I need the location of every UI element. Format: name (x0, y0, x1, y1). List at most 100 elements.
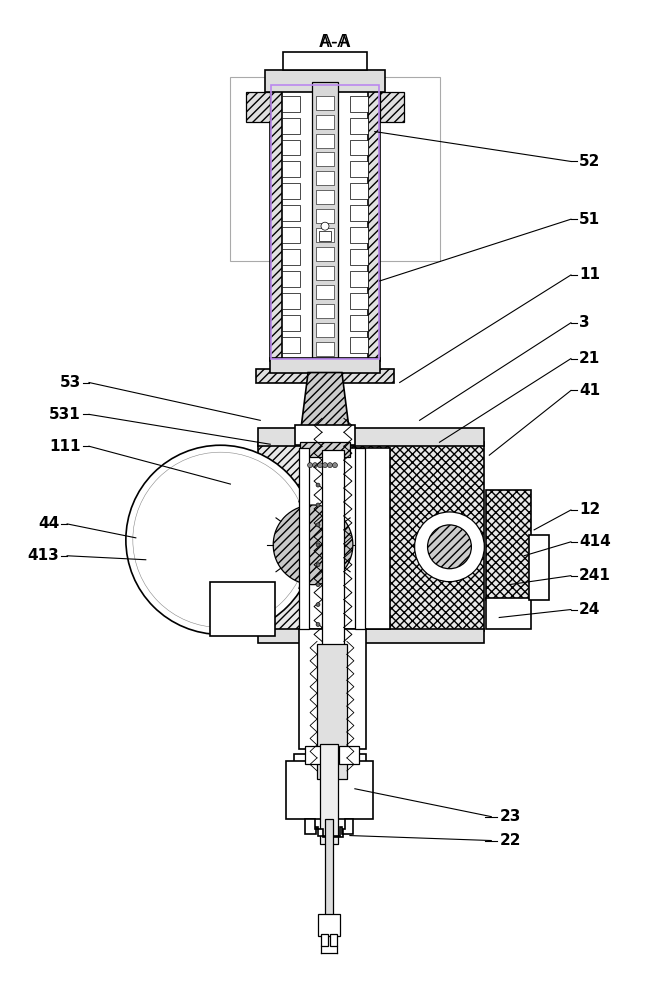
Bar (305, 746, 325, 764)
Bar (300, 442, 350, 457)
Bar (305, 448, 390, 629)
Bar (316, 228, 334, 242)
Circle shape (316, 603, 320, 607)
Bar (316, 323, 334, 337)
Text: 24: 24 (579, 602, 601, 617)
Bar (350, 140, 368, 155)
Bar (265, 70, 385, 92)
Circle shape (273, 505, 353, 585)
Bar (282, 161, 300, 177)
Bar (350, 271, 368, 287)
Text: 413: 413 (27, 548, 59, 563)
Circle shape (322, 463, 328, 468)
Text: A-A: A-A (320, 33, 350, 51)
Bar (486, 490, 531, 600)
Bar (316, 134, 334, 148)
Bar (270, 82, 298, 361)
Bar (299, 448, 309, 629)
Bar (282, 118, 300, 134)
Circle shape (415, 512, 484, 582)
Circle shape (316, 563, 320, 567)
Bar (325, 819, 333, 918)
Bar (317, 644, 347, 779)
Text: 11: 11 (579, 267, 600, 282)
Bar (350, 315, 368, 331)
Bar (330, 934, 337, 946)
Bar (270, 358, 380, 373)
Bar (283, 52, 367, 70)
Bar (350, 96, 368, 112)
Circle shape (321, 222, 329, 230)
Bar (350, 337, 368, 353)
Bar (486, 598, 531, 629)
Bar (355, 448, 365, 629)
Circle shape (307, 463, 313, 468)
Bar (211, 582, 275, 636)
Bar (271, 85, 379, 359)
Polygon shape (294, 739, 366, 764)
Bar (282, 96, 300, 112)
Bar (339, 746, 359, 764)
Bar (258, 442, 355, 631)
Bar (282, 271, 300, 287)
Bar (316, 342, 334, 356)
Bar (282, 140, 300, 155)
Bar (320, 744, 338, 844)
Bar (282, 82, 368, 361)
Circle shape (318, 463, 322, 468)
Bar (316, 209, 334, 223)
Circle shape (328, 463, 332, 468)
Bar (380, 92, 404, 122)
Bar (312, 82, 338, 361)
Bar (299, 629, 366, 749)
Bar (316, 171, 334, 185)
Bar (286, 761, 373, 819)
Bar (319, 231, 331, 241)
Bar (282, 315, 300, 331)
Text: 51: 51 (579, 212, 600, 227)
Bar (282, 227, 300, 243)
Bar (529, 535, 549, 600)
Text: 111: 111 (49, 439, 81, 454)
Bar (282, 293, 300, 309)
Bar (350, 205, 368, 221)
Bar (295, 425, 355, 445)
Bar (316, 115, 334, 129)
Bar (352, 82, 380, 361)
Bar (316, 266, 334, 280)
Bar (282, 205, 300, 221)
Bar (322, 450, 344, 749)
Bar (258, 629, 484, 643)
Text: 12: 12 (579, 502, 600, 517)
Bar (318, 914, 340, 936)
Bar (316, 190, 334, 204)
Bar (350, 249, 368, 265)
Circle shape (313, 463, 318, 468)
Bar (316, 304, 334, 318)
Bar (282, 249, 300, 265)
Bar (350, 118, 368, 134)
Text: 241: 241 (579, 568, 611, 583)
Text: 414: 414 (579, 534, 610, 549)
Bar (258, 428, 484, 446)
Bar (350, 161, 368, 177)
Text: 53: 53 (60, 375, 81, 390)
Circle shape (316, 583, 320, 587)
Bar (316, 152, 334, 166)
Text: 41: 41 (579, 383, 600, 398)
Text: 21: 21 (579, 351, 600, 366)
Bar (316, 285, 334, 299)
Circle shape (316, 622, 320, 626)
Bar (282, 183, 300, 199)
Text: 52: 52 (579, 154, 601, 169)
Circle shape (332, 463, 337, 468)
Bar (350, 183, 368, 199)
Circle shape (126, 445, 315, 634)
Bar (316, 96, 334, 110)
Bar (350, 227, 368, 243)
Bar (246, 92, 270, 122)
Text: 531: 531 (49, 407, 81, 422)
Polygon shape (305, 819, 353, 837)
Bar (355, 442, 484, 631)
Text: 3: 3 (579, 315, 590, 330)
